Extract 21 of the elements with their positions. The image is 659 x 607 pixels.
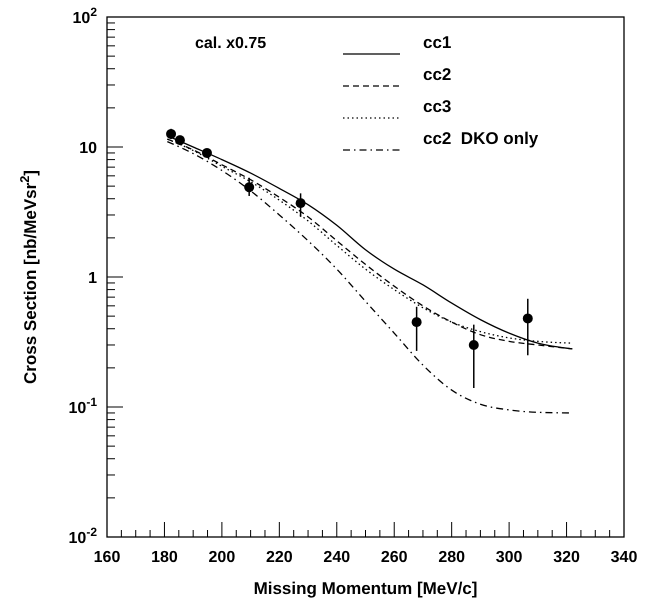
y-tick-label: 1 [88, 270, 98, 287]
legend-label: cc3 [423, 97, 452, 116]
legend-label: cc1 [423, 33, 452, 52]
x-axis-title: Missing Momentum [MeV/c] [254, 579, 478, 598]
y-tick-label: 10 [79, 140, 98, 157]
x-tick-label: 160 [94, 549, 120, 566]
x-tick-label: 260 [380, 549, 408, 566]
x-tick-label: 240 [323, 549, 350, 566]
x-tick-label: 180 [151, 549, 178, 566]
x-tick-label: 340 [610, 549, 638, 566]
y-tick-label: 10$^{-2}$ [68, 525, 98, 547]
x-tick-label: 220 [266, 549, 293, 566]
legend-label: cc2 [423, 65, 452, 84]
x-tick-label: 320 [553, 549, 580, 566]
x-tick-label: 200 [208, 549, 236, 566]
x-tick-label: 300 [496, 549, 523, 566]
x-tick-label: 280 [438, 549, 466, 566]
annotation: cal. x0.75 [195, 35, 266, 52]
y-tick-label: 10$^{2}$ [72, 5, 98, 27]
y-tick-label: 10$^{-1}$ [68, 395, 98, 417]
legend-label: cc2 DKO only [423, 129, 539, 148]
